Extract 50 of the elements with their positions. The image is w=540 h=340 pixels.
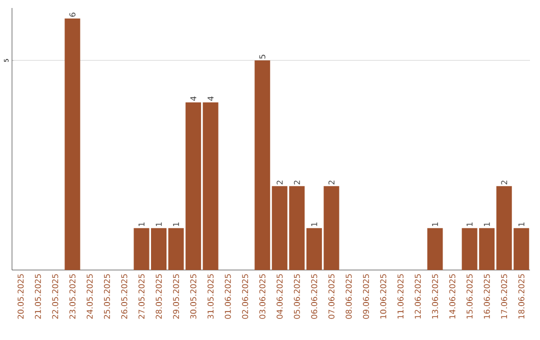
data-label: 4 [190,96,196,101]
x-tick-label: 26.05.2025 [121,274,128,319]
x-tick-label: 22.05.2025 [52,274,58,319]
bar [254,60,270,270]
data-label: 2 [276,180,283,184]
x-tick-label: 14.06.2025 [449,274,456,318]
x-tick-label: 21.05.2025 [34,274,41,319]
data-label: 1 [484,222,490,226]
x-tick-label: 28.05.2025 [156,274,162,319]
data-label: 1 [518,222,524,226]
x-tick-label: 24.05.2025 [86,274,93,319]
x-tick-label: 29.05.2025 [173,274,180,319]
x-tick-label: 30.05.2025 [190,274,196,319]
data-label: 1 [138,222,144,226]
data-label: 2 [328,180,334,184]
bar [427,228,443,270]
x-tick-label: 09.06.2025 [362,274,369,319]
x-tick-label: 18.06.2025 [518,274,524,318]
x-tick-label: 16.06.2025 [484,274,490,318]
bar [64,18,80,270]
data-label: 2 [294,180,300,184]
x-tick-label: 13.06.2025 [432,274,438,318]
data-label: 1 [173,222,179,226]
x-tick-label: 15.06.2025 [466,274,473,318]
x-tick-label: 02.06.2025 [242,274,248,319]
data-label: 2 [501,180,508,184]
x-tick-label: 11.06.2025 [397,274,404,318]
x-tick-label: 17.06.2025 [501,274,508,318]
x-tick-label: 07.06.2025 [328,274,334,319]
x-tick-label: 20.05.2025 [18,274,24,319]
x-tick-label: 27.05.2025 [138,274,145,319]
x-tick-label: 05.06.2025 [294,274,300,319]
x-tick-label: 23.05.2025 [69,274,76,319]
x-tick-label: 03.06.2025 [259,274,266,319]
data-label: 5 [259,54,266,59]
x-tick-label: 06.06.2025 [311,274,318,319]
data-label: 1 [432,222,438,226]
x-tick-label: 25.05.2025 [104,274,110,319]
x-tick-label: 08.06.2025 [346,274,352,319]
data-label: 1 [466,222,472,226]
bar [202,102,218,270]
data-label: 4 [208,96,214,101]
x-tick-label: 31.05.2025 [208,274,214,319]
data-label: 1 [311,222,318,226]
data-label: 6 [69,12,76,17]
x-tick-label: 01.06.2025 [224,274,231,319]
data-label: 1 [156,222,162,226]
x-tick-label: 04.06.2025 [276,274,283,319]
x-tick-label: 10.06.2025 [380,274,386,318]
x-tick-label: 12.06.2025 [414,274,421,318]
